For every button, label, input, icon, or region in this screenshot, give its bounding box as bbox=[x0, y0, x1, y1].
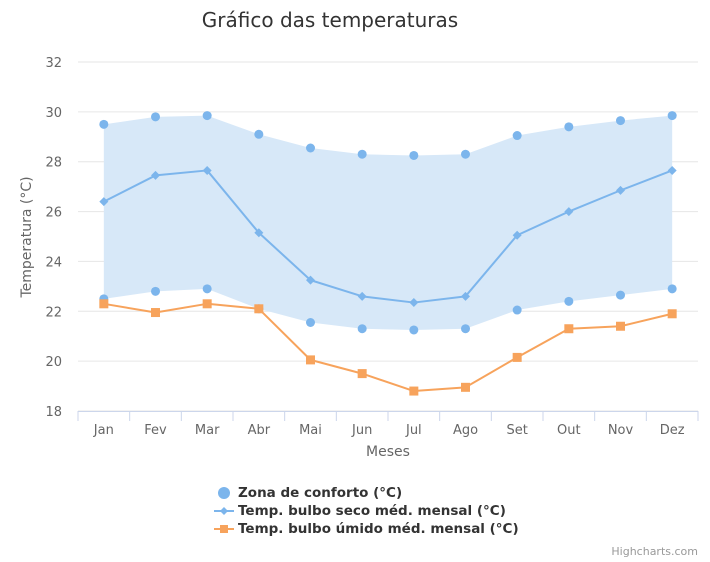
comfort-zone-band bbox=[103, 115, 673, 330]
comfort-high-point bbox=[306, 143, 315, 153]
legend-item-dry-bulb[interactable]: Temp. bulbo seco méd. mensal (°C) bbox=[214, 502, 519, 520]
wet-bulb-point bbox=[616, 321, 625, 331]
comfort-low-point bbox=[512, 305, 522, 315]
comfort-high-point bbox=[616, 116, 625, 126]
series-lines bbox=[103, 169, 673, 393]
x-tick-label: Mar bbox=[195, 423, 220, 438]
y-tick-label: 22 bbox=[45, 305, 62, 320]
wet-bulb-line bbox=[103, 302, 673, 393]
y-axis-title: Temperatura (°C) bbox=[19, 176, 35, 298]
comfort-high-point bbox=[461, 149, 470, 159]
comfort-low-point bbox=[357, 324, 367, 334]
y-tick-label: 28 bbox=[45, 156, 62, 171]
legend-label: Temp. bulbo úmido méd. mensal (°C) bbox=[238, 521, 519, 537]
x-tick-label: Dez bbox=[660, 423, 685, 438]
comfort-low-point bbox=[151, 286, 160, 296]
square-line-marker-icon bbox=[214, 522, 234, 536]
dry-bulb-point bbox=[202, 165, 212, 175]
x-tick-label: Jul bbox=[405, 423, 422, 438]
y-tick-label: 18 bbox=[45, 405, 62, 420]
dry-bulb-point bbox=[564, 207, 574, 217]
x-tick-label: Out bbox=[557, 423, 581, 438]
wet-bulb-point bbox=[461, 382, 470, 392]
x-axis-title: Meses bbox=[366, 444, 410, 460]
dry-bulb-point bbox=[461, 291, 470, 301]
x-tick-label: Fev bbox=[144, 423, 167, 438]
comfort-low-point bbox=[564, 296, 574, 306]
wet-bulb-point bbox=[564, 324, 574, 334]
wet-bulb-point bbox=[667, 309, 677, 319]
wet-bulb-point bbox=[151, 308, 160, 318]
y-tick-label: 26 bbox=[45, 206, 62, 221]
comfort-high-point bbox=[512, 131, 522, 141]
legend-label: Zona de conforto (°C) bbox=[238, 485, 403, 501]
dry-bulb-point bbox=[409, 298, 419, 308]
dry-bulb-point bbox=[254, 228, 264, 238]
x-tick-label: Ago bbox=[453, 423, 478, 438]
wet-bulb-point bbox=[99, 299, 109, 309]
diamond-line-marker-icon bbox=[214, 504, 234, 518]
y-axis-ticks: 18 20 22 24 26 28 30 32 bbox=[45, 56, 62, 420]
dry-bulb-point bbox=[99, 197, 109, 207]
comfort-low-point bbox=[202, 284, 212, 294]
comfort-high-point bbox=[564, 122, 574, 132]
comfort-high-point bbox=[254, 129, 264, 139]
comfort-zone-area bbox=[103, 115, 673, 330]
comfort-high-point bbox=[202, 111, 212, 121]
x-axis-ticks: Jan Fev Mar Abr Mai Jun Jul Ago Set Out Nov Dez bbox=[77, 411, 699, 438]
x-tick-label: Mai bbox=[299, 423, 322, 438]
y-tick-label: 24 bbox=[45, 255, 62, 270]
circle-marker-icon bbox=[214, 486, 234, 500]
comfort-high-point bbox=[357, 149, 367, 159]
chart-plot: 18 20 22 24 26 28 30 32 Jan Fev Mar Abr Mai Jun Jul Ag… bbox=[19, 56, 699, 460]
x-tick-label: Abr bbox=[248, 423, 271, 438]
comfort-high-point bbox=[99, 119, 109, 129]
comfort-high-point bbox=[409, 150, 419, 160]
legend-label: Temp. bulbo seco méd. mensal (°C) bbox=[238, 503, 506, 519]
wet-bulb-point bbox=[254, 304, 264, 314]
comfort-low-point bbox=[616, 290, 625, 300]
wet-bulb-point bbox=[512, 352, 522, 362]
wet-bulb-point bbox=[306, 355, 315, 365]
dry-bulb-point bbox=[667, 165, 677, 175]
x-tick-label: Jan bbox=[93, 423, 114, 438]
legend: Zona de conforto (°C) Temp. bulbo seco m… bbox=[214, 484, 519, 538]
legend-item-wet-bulb[interactable]: Temp. bulbo úmido méd. mensal (°C) bbox=[214, 520, 519, 538]
comfort-low-point bbox=[461, 324, 470, 334]
y-tick-label: 30 bbox=[45, 106, 62, 121]
dry-bulb-point bbox=[357, 291, 367, 301]
chart-title: Gráfico das temperaturas bbox=[201, 8, 459, 32]
wet-bulb-point bbox=[202, 299, 212, 309]
comfort-low-point bbox=[306, 318, 315, 328]
dry-bulb-point bbox=[306, 275, 315, 285]
comfort-low-point bbox=[409, 325, 419, 335]
comfort-high-point bbox=[667, 111, 677, 121]
dry-bulb-point bbox=[616, 185, 625, 195]
credit-link[interactable]: Highcharts.com bbox=[611, 545, 698, 558]
comfort-low-point bbox=[667, 284, 677, 294]
x-tick-label: Set bbox=[506, 423, 527, 438]
y-tick-label: 20 bbox=[45, 355, 62, 370]
wet-bulb-point bbox=[409, 386, 419, 396]
x-tick-label: Jun bbox=[351, 423, 372, 438]
legend-item-comfort-zone[interactable]: Zona de conforto (°C) bbox=[214, 484, 519, 502]
comfort-high-point bbox=[151, 112, 160, 122]
dry-bulb-line bbox=[103, 169, 673, 304]
y-tick-label: 32 bbox=[45, 56, 62, 71]
dry-bulb-point bbox=[512, 230, 522, 240]
dry-bulb-point bbox=[151, 170, 160, 180]
x-tick-label: Nov bbox=[608, 423, 634, 438]
series-markers bbox=[99, 111, 677, 396]
wet-bulb-point bbox=[357, 369, 367, 379]
